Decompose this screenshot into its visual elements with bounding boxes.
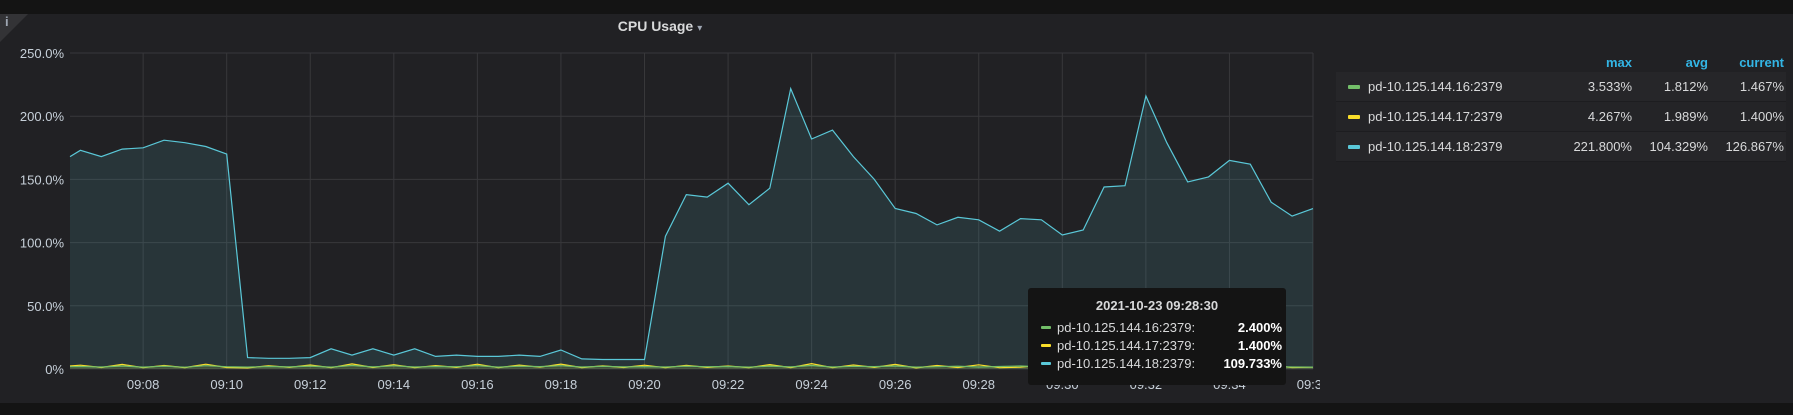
- chevron-down-icon[interactable]: ▾: [697, 23, 703, 34]
- tooltip-row: pd-10.125.144.16:2379: 2.400%: [1028, 318, 1286, 336]
- x-tick-label: 09:12: [294, 377, 327, 392]
- legend-row[interactable]: pd-10.125.144.16:2379 3.533% 1.812% 1.46…: [1336, 72, 1786, 102]
- tooltip-series-name: pd-10.125.144.16:2379:: [1057, 319, 1196, 335]
- legend-avg-value: 1.989%: [1663, 109, 1708, 124]
- x-tick-label: 09:28: [962, 377, 995, 392]
- series-color-swatch[interactable]: [1348, 84, 1360, 89]
- series-color-swatch: [1041, 343, 1051, 347]
- x-tick-label: 09:24: [795, 377, 828, 392]
- y-tick-label: 150.0%: [20, 172, 65, 187]
- legend-row[interactable]: pd-10.125.144.18:2379 221.800% 104.329% …: [1336, 132, 1786, 162]
- cpu-usage-chart[interactable]: 0% 50.0% 100.0% 150.0% 200.0% 250.0% 09:08 09:…: [0, 14, 1320, 403]
- tooltip-series-value: 2.400%: [1237, 319, 1282, 335]
- legend-series-name[interactable]: pd-10.125.144.16:2379: [1368, 79, 1503, 94]
- y-axis-ticks: 0% 50.0% 100.0% 150.0% 200.0% 250.0%: [20, 46, 65, 377]
- x-tick-label: 09:18: [545, 377, 578, 392]
- legend-max-value: 221.800%: [1573, 139, 1632, 154]
- x-tick-label: 09:14: [378, 377, 411, 392]
- legend-current-value: 1.467%: [1739, 79, 1784, 94]
- x-tick-label: 09:10: [210, 377, 243, 392]
- legend-series-name[interactable]: pd-10.125.144.17:2379: [1368, 109, 1503, 124]
- series-color-swatch: [1041, 361, 1051, 365]
- legend-header-current[interactable]: current: [1739, 54, 1784, 70]
- tooltip-series-value: 1.400%: [1237, 337, 1282, 353]
- x-tick-label: 09:36: [1297, 377, 1320, 392]
- y-tick-label: 100.0%: [20, 236, 65, 251]
- y-tick-label: 50.0%: [27, 299, 64, 314]
- legend-max-value: 4.267%: [1587, 109, 1632, 124]
- info-icon[interactable]: i: [5, 14, 9, 29]
- legend-row[interactable]: pd-10.125.144.17:2379 4.267% 1.989% 1.40…: [1336, 102, 1786, 132]
- tooltip-timestamp: 2021-10-23 09:28:30: [1095, 298, 1219, 313]
- series-color-swatch: [1041, 325, 1051, 329]
- x-tick-label: 09:20: [628, 377, 661, 392]
- x-tick-label: 09:16: [461, 377, 494, 392]
- panel-info-corner[interactable]: [0, 14, 28, 42]
- x-tick-label: 09:08: [127, 377, 160, 392]
- legend-current-value: 1.400%: [1739, 109, 1784, 124]
- series-color-swatch[interactable]: [1348, 114, 1360, 119]
- y-tick-label: 200.0%: [20, 109, 65, 124]
- tooltip-series-name: pd-10.125.144.18:2379:: [1057, 355, 1196, 371]
- series-color-swatch[interactable]: [1348, 144, 1360, 149]
- x-tick-label: 09:22: [712, 377, 745, 392]
- hover-tooltip: 2021-10-23 09:28:30 pd-10.125.144.16:237…: [1028, 288, 1286, 385]
- series-line-2: [69, 86, 1314, 361]
- legend-series-name[interactable]: pd-10.125.144.18:2379: [1368, 139, 1503, 154]
- legend-avg-value: 1.812%: [1663, 79, 1708, 94]
- tooltip-series-name: pd-10.125.144.17:2379:: [1057, 337, 1196, 353]
- chart-legend: max avg current pd-10.125.144.16:2379 3.…: [1336, 52, 1786, 162]
- tooltip-row: pd-10.125.144.17:2379: 1.400%: [1028, 336, 1286, 354]
- panel-title-text[interactable]: CPU Usage: [617, 18, 694, 34]
- legend-header-avg[interactable]: avg: [1685, 54, 1708, 70]
- legend-max-value: 3.533%: [1587, 79, 1632, 94]
- tooltip-row: pd-10.125.144.18:2379: 109.733%: [1028, 354, 1286, 372]
- legend-header: max avg current: [1336, 52, 1786, 72]
- tooltip-series-value: 109.733%: [1223, 355, 1282, 371]
- series-area-2: [70, 88, 1313, 369]
- y-tick-label: 0%: [45, 362, 64, 377]
- panel-title[interactable]: CPU Usage ▾: [0, 18, 1320, 34]
- legend-current-value: 126.867%: [1725, 139, 1784, 154]
- legend-avg-value: 104.329%: [1649, 139, 1708, 154]
- legend-header-max[interactable]: max: [1605, 54, 1632, 70]
- y-tick-label: 250.0%: [20, 46, 65, 61]
- x-tick-label: 09:26: [879, 377, 912, 392]
